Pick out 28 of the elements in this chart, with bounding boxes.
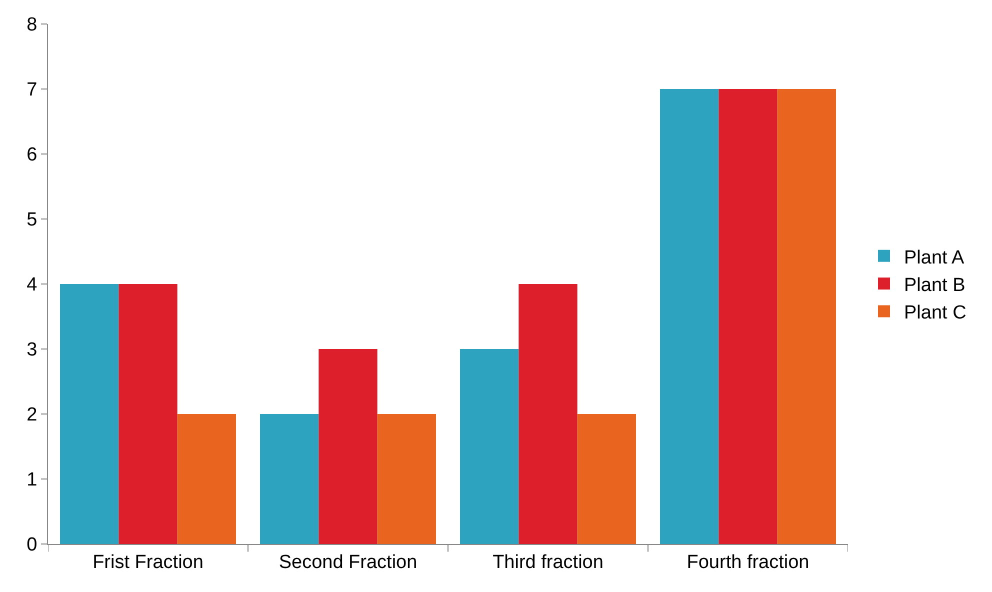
bar — [118, 284, 178, 544]
y-tick-label: 0 — [26, 534, 38, 556]
bar — [660, 89, 719, 544]
y-tick-label: 2 — [26, 404, 38, 426]
bar — [260, 414, 319, 544]
bar — [518, 284, 578, 544]
y-tick-label: 6 — [26, 144, 38, 166]
bar — [318, 349, 378, 544]
legend-label: Plant B — [904, 274, 966, 296]
bar — [177, 414, 236, 544]
y-tick-label: 7 — [26, 80, 38, 101]
bar — [577, 414, 636, 544]
bar — [777, 89, 836, 544]
y-tick-label: 8 — [26, 14, 38, 36]
y-tick-label: 1 — [26, 470, 38, 491]
legend-label: Plant C — [904, 302, 966, 324]
y-tick-label: 5 — [26, 210, 38, 231]
bar — [460, 349, 519, 544]
legend-label: Plant A — [904, 247, 965, 268]
x-tick-label: Second Fraction — [278, 552, 418, 573]
x-tick-label: Fourth fraction — [686, 552, 810, 573]
y-tick-label: 4 — [26, 274, 38, 296]
x-tick-label: Third fraction — [492, 552, 604, 573]
bar — [718, 89, 778, 544]
x-tick-label: Frist Fraction — [92, 552, 204, 573]
bar — [60, 284, 119, 544]
bar — [377, 414, 436, 544]
y-tick-label: 3 — [26, 340, 38, 361]
